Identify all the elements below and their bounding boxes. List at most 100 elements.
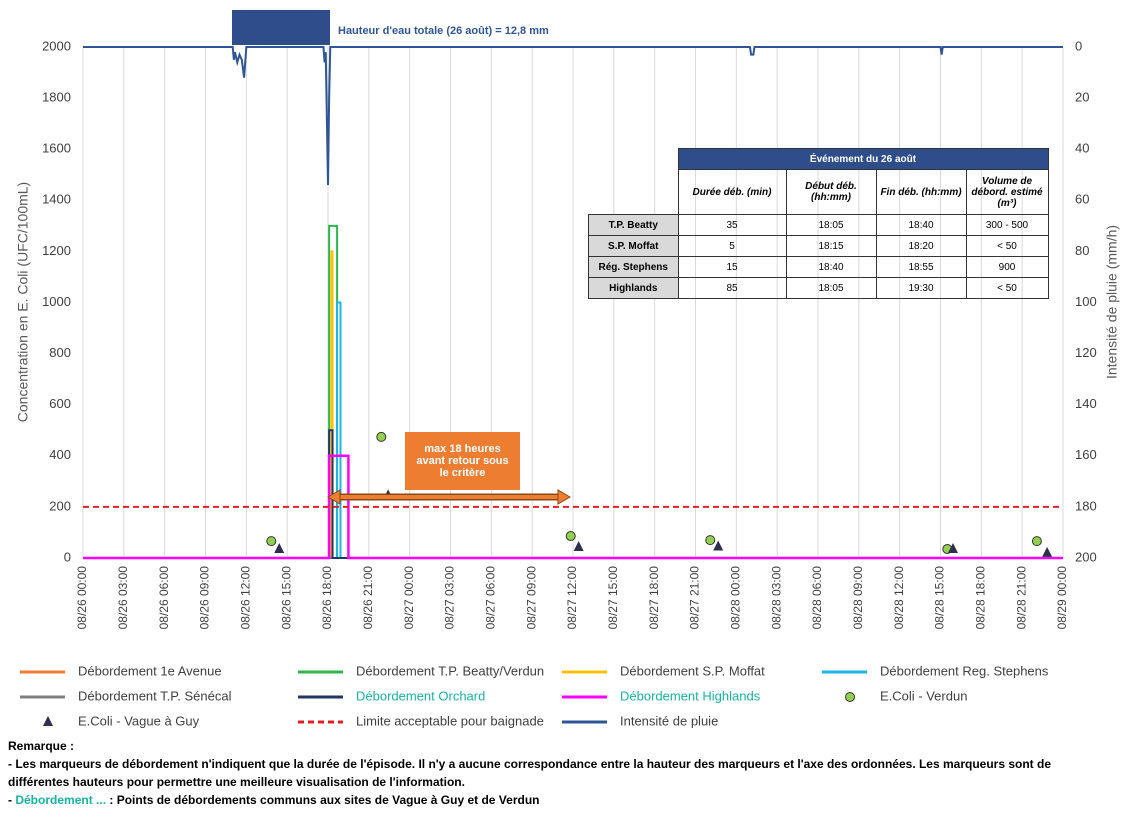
x-tick-label: 08/28 06:00 — [810, 566, 824, 630]
y2-tick-label: 180 — [1075, 498, 1097, 513]
y-axis-title: Concentration en E. Coli (UFC/100mL) — [15, 182, 31, 422]
arrow-head — [327, 489, 341, 505]
legend-marker — [845, 692, 855, 702]
x-tick-label: 08/28 18:00 — [974, 566, 988, 630]
row-label: Highlands — [588, 277, 679, 299]
x-tick-label: 08/28 15:00 — [933, 566, 947, 630]
table-cell: < 50 — [965, 277, 1049, 299]
x-tick-label: 08/26 12:00 — [239, 566, 253, 630]
y-tick-label: 600 — [49, 396, 71, 411]
point — [573, 541, 584, 552]
y2-tick-label: 140 — [1075, 396, 1097, 411]
table-cell: < 50 — [965, 235, 1049, 257]
column-header: Début déb. (hh:mm) — [785, 169, 877, 215]
x-tick-label: 08/27 00:00 — [402, 566, 416, 630]
table-row: Rég. Stephens 15 18:40 18:55 900 — [588, 256, 1049, 278]
y2-axis-title: Intensité de pluie (mm/h) — [1104, 225, 1120, 379]
x-tick-label: 08/26 06:00 — [157, 566, 171, 630]
legend-label: Débordement S.P. Moffat — [620, 663, 765, 678]
table-cell: 85 — [677, 277, 787, 299]
legend-label: Débordement 1e Avenue — [78, 663, 222, 678]
x-tick-label: 08/27 12:00 — [565, 566, 579, 630]
x-tick-label: 08/26 09:00 — [198, 566, 212, 630]
x-tick-label: 08/28 00:00 — [729, 566, 743, 630]
table-cell: 18:20 — [875, 235, 967, 257]
y-tick-label: 0 — [64, 549, 71, 564]
table-cell: 18:40 — [785, 256, 877, 278]
y2-tick-label: 160 — [1075, 447, 1097, 462]
x-tick-label: 08/26 18:00 — [320, 566, 334, 630]
notes: Remarque : - Les marqueurs de débordemen… — [8, 737, 1098, 809]
point — [1031, 536, 1042, 547]
y-tick-label: 400 — [49, 447, 71, 462]
y2-tick-label: 40 — [1075, 141, 1089, 156]
y2-tick-label: 200 — [1075, 549, 1097, 564]
y2-tick-label: 80 — [1075, 243, 1089, 258]
point — [274, 543, 285, 554]
y2-tick-label: 100 — [1075, 294, 1097, 309]
x-tick-label: 08/28 21:00 — [1014, 566, 1028, 630]
y2-tick-label: 60 — [1075, 192, 1089, 207]
series-line — [83, 46, 1063, 185]
x-tick-label: 08/28 09:00 — [851, 566, 865, 630]
legend-label: Débordement T.P. Sénécal — [78, 688, 232, 703]
annotation: Hauteur d'eau totale (26 août) = 12,8 mm — [338, 25, 549, 37]
point — [565, 531, 576, 542]
legend-label: Intensité de pluie — [620, 713, 718, 728]
x-tick-label: 08/26 00:00 — [75, 566, 89, 630]
callout-box — [405, 432, 520, 490]
table-cell: 900 — [965, 256, 1049, 278]
x-tick-label: 08/27 15:00 — [606, 566, 620, 630]
x-tick-label: 08/26 21:00 — [361, 566, 375, 630]
point — [713, 540, 724, 551]
legend-label: Débordement Reg. Stephens — [880, 663, 1049, 678]
note-highlight: Débordement ... — [15, 793, 107, 807]
table-cell: 18:40 — [875, 214, 967, 236]
x-tick-label: 08/27 21:00 — [688, 566, 702, 630]
x-tick-label: 08/27 03:00 — [443, 566, 457, 630]
point — [266, 536, 277, 547]
table-row: S.P. Moffat 5 18:15 18:20 < 50 — [588, 235, 1049, 257]
note-line: - Les marqueurs de débordement n'indique… — [8, 757, 1052, 789]
x-tick-label: 08/29 00:00 — [1055, 566, 1069, 630]
y-tick-label: 1400 — [42, 192, 71, 207]
row-label: Rég. Stephens — [588, 256, 679, 278]
x-tick-label: 08/28 03:00 — [769, 566, 783, 630]
x-tick-label: 08/27 06:00 — [484, 566, 498, 630]
y2-tick-label: 0 — [1075, 38, 1082, 53]
legend-label: E.Coli - Vague à Guy — [78, 713, 200, 728]
column-header: Fin déb. (hh:mm) — [875, 169, 967, 215]
note-text: : Points de débordements communs aux sit… — [106, 793, 540, 807]
event-table: Événement du 26 août Durée déb. (min) Déb… — [588, 148, 1049, 299]
column-header: Durée déb. (min) — [677, 169, 787, 215]
table-cell: 15 — [677, 256, 787, 278]
point — [705, 535, 716, 546]
point — [947, 543, 958, 554]
table-cell: 18:05 — [785, 277, 877, 299]
table-cell: 19:30 — [875, 277, 967, 299]
y-tick-label: 1200 — [42, 243, 71, 258]
note-text: - — [8, 793, 16, 807]
legend-label: Débordement Orchard — [356, 688, 485, 703]
table-cell: 18:15 — [785, 235, 877, 257]
plot: 08/26 00:00 08/26 03:00 08/26 06:00 08/26 0… — [42, 38, 1097, 629]
x-tick-label: 08/26 03:00 — [116, 566, 130, 630]
table-cell: 5 — [677, 235, 787, 257]
y-tick-label: 1600 — [42, 141, 71, 156]
arrow-head — [557, 489, 571, 505]
table-cell: 35 — [677, 214, 787, 236]
x-tick-label: 08/27 09:00 — [524, 566, 538, 630]
legend-label: E.Coli - Verdun — [880, 688, 967, 703]
y2-tick-label: 120 — [1075, 345, 1097, 360]
callout-wrap: max 18 heures avant retour sous le critè… — [416, 443, 508, 479]
legend-label: Débordement Highlands — [620, 688, 761, 703]
y-tick-label: 800 — [49, 345, 71, 360]
x-tick-label: 08/27 18:00 — [647, 566, 661, 630]
table-row: T.P. Beatty 35 18:05 18:40 300 - 500 — [588, 214, 1049, 236]
x-tick-label: 08/28 12:00 — [892, 566, 906, 630]
point — [1042, 546, 1053, 557]
table-cell: 18:55 — [875, 256, 967, 278]
series-line — [83, 454, 1063, 560]
rain-highlight — [232, 10, 330, 45]
